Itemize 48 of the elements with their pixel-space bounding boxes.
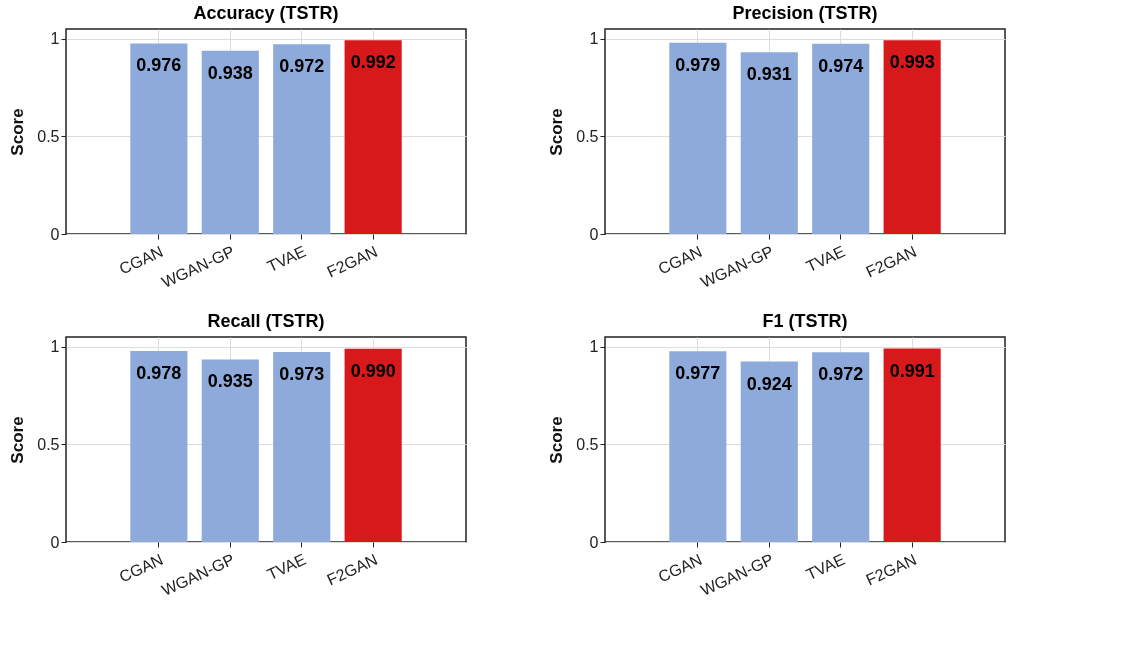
data-label: 0.977 (675, 363, 721, 384)
data-label: 0.993 (889, 52, 935, 73)
x-tick-label: TVAE (264, 550, 309, 584)
bar (344, 348, 402, 542)
chart-title: F1 (TSTR) (762, 311, 848, 331)
x-tick-label: TVAE (264, 242, 309, 276)
data-label: 0.924 (746, 373, 792, 394)
data-label: 0.938 (207, 62, 253, 83)
bar (883, 348, 941, 542)
y-axis-title: Score (547, 416, 567, 464)
y-tick-label: 0.5 (37, 127, 60, 145)
data-label: 0.972 (279, 56, 325, 77)
chart-title: Precision (TSTR) (732, 3, 878, 23)
y-tick-label: 0.5 (576, 127, 599, 145)
bar (201, 359, 259, 542)
data-label: 0.978 (136, 363, 182, 384)
y-tick-label: 1 (589, 338, 599, 356)
bar (130, 351, 188, 542)
data-label: 0.931 (746, 64, 792, 85)
y-tick-label: 1 (589, 30, 599, 48)
y-axis-title: Score (547, 108, 567, 156)
chart-title: Accuracy (TSTR) (193, 3, 339, 23)
y-tick-label: 0 (50, 533, 60, 551)
y-tick-label: 0 (589, 533, 599, 551)
bar (740, 361, 798, 542)
data-label: 0.991 (889, 360, 935, 381)
bar (669, 351, 727, 542)
data-label: 0.935 (207, 371, 253, 392)
bar (273, 352, 331, 542)
data-label: 0.990 (350, 360, 396, 381)
data-label: 0.976 (136, 55, 182, 76)
data-label: 0.974 (818, 55, 864, 76)
y-axis-title: Score (8, 416, 28, 464)
y-tick-label: 0 (589, 225, 599, 243)
x-tick-label: TVAE (803, 550, 848, 584)
y-tick-label: 1 (50, 30, 60, 48)
data-label: 0.979 (675, 54, 721, 75)
y-axis-title: Score (8, 108, 28, 156)
chart-title: Recall (TSTR) (207, 311, 325, 331)
y-tick-label: 1 (50, 338, 60, 356)
data-label: 0.992 (350, 52, 396, 73)
bar (812, 352, 870, 542)
y-tick-label: 0.5 (576, 435, 599, 453)
x-tick-label: TVAE (803, 242, 848, 276)
data-label: 0.973 (279, 364, 325, 385)
y-tick-label: 0.5 (37, 435, 60, 453)
y-tick-label: 0 (50, 225, 60, 243)
data-label: 0.972 (818, 364, 864, 385)
